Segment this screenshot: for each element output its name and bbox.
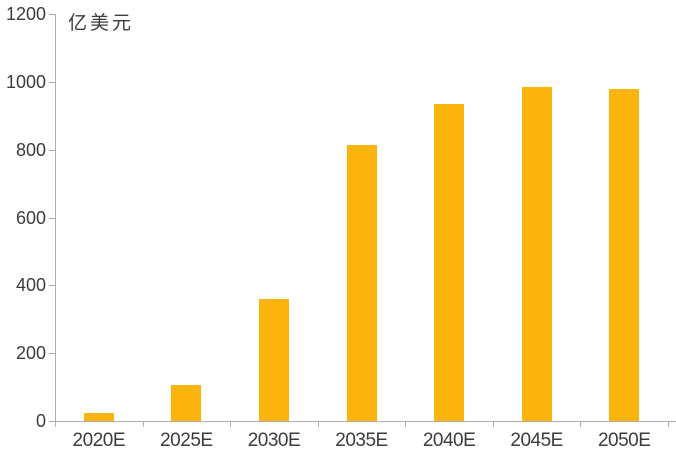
y-tick-mark — [49, 217, 55, 219]
x-tick-mark — [492, 421, 494, 427]
bar-2030e — [258, 298, 289, 421]
bar-2020e — [83, 412, 114, 421]
x-tick-label: 2040E — [422, 430, 476, 451]
y-axis-unit-label: 亿美元 — [68, 13, 135, 34]
x-axis-line — [55, 421, 676, 422]
x-tick-mark — [580, 421, 582, 427]
x-tick-label: 2020E — [72, 430, 126, 451]
x-tick-mark — [668, 421, 669, 427]
y-tick-label: 600 — [15, 207, 46, 228]
bar-2025e — [171, 385, 202, 421]
y-tick-mark — [49, 285, 55, 287]
y-tick-label: 1000 — [5, 71, 46, 92]
x-tick-mark — [405, 421, 407, 427]
x-tick-label: 2045E — [510, 430, 563, 451]
y-tick-mark — [49, 421, 55, 422]
y-tick-mark — [49, 81, 55, 83]
x-tick-label: 2030E — [247, 430, 301, 451]
y-tick-label: 0 — [35, 411, 46, 431]
y-tick-mark — [49, 149, 55, 151]
bar-2050e — [609, 89, 640, 421]
y-tick-label: 400 — [15, 275, 46, 296]
bar-2035e — [346, 144, 377, 421]
x-tick-mark — [317, 421, 319, 427]
bar-2040e — [434, 103, 465, 421]
x-tick-mark — [230, 421, 232, 427]
x-tick-mark — [55, 421, 56, 427]
y-tick-mark — [49, 353, 55, 355]
x-tick-label: 2035E — [335, 430, 388, 451]
x-tick-label: 2050E — [597, 430, 651, 451]
x-tick-label: 2025E — [160, 430, 213, 451]
y-tick-label: 200 — [15, 343, 46, 364]
bar-2045e — [521, 86, 552, 421]
y-tick-label: 1200 — [5, 4, 46, 24]
x-tick-mark — [142, 421, 144, 427]
y-tick-mark — [49, 14, 55, 15]
y-tick-label: 800 — [15, 139, 46, 160]
y-axis-line — [55, 14, 56, 421]
